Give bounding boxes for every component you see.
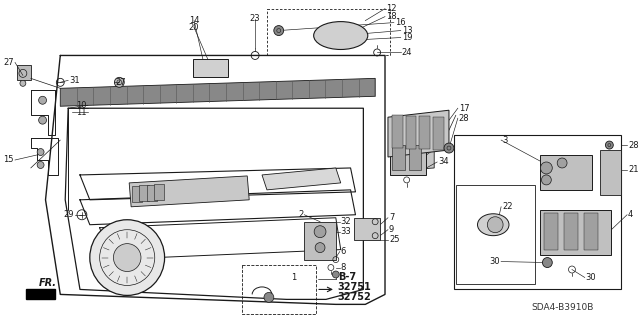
Polygon shape [419, 116, 430, 149]
Bar [454, 135, 621, 289]
Text: B-7: B-7 [338, 272, 356, 283]
Text: 4: 4 [628, 210, 634, 219]
Bar [243, 264, 316, 314]
Text: 13: 13 [402, 26, 412, 35]
Polygon shape [26, 289, 56, 300]
Polygon shape [304, 222, 336, 260]
Bar [193, 59, 228, 78]
Text: 30: 30 [586, 273, 596, 282]
Circle shape [19, 70, 27, 78]
Text: 32: 32 [340, 217, 351, 226]
Text: 20: 20 [189, 23, 199, 32]
Text: 34: 34 [438, 158, 449, 167]
Circle shape [332, 271, 339, 278]
Text: 6: 6 [340, 247, 346, 256]
Text: 25: 25 [389, 235, 399, 244]
Polygon shape [353, 218, 380, 240]
Polygon shape [545, 213, 558, 249]
Polygon shape [154, 184, 164, 200]
Polygon shape [408, 145, 421, 170]
Text: 17: 17 [459, 104, 469, 113]
Text: 16: 16 [395, 18, 406, 27]
Circle shape [315, 243, 325, 253]
Polygon shape [262, 168, 340, 190]
Text: 11: 11 [76, 108, 87, 117]
Circle shape [444, 143, 454, 153]
Text: 27: 27 [3, 58, 14, 67]
Text: 29: 29 [63, 210, 74, 219]
Circle shape [487, 217, 503, 233]
Text: 18: 18 [386, 12, 397, 21]
Text: 19: 19 [402, 33, 412, 42]
Text: 32752: 32752 [338, 293, 372, 302]
Circle shape [37, 161, 44, 168]
Circle shape [557, 158, 567, 168]
Text: 2: 2 [298, 210, 303, 219]
Text: 12: 12 [386, 4, 397, 13]
Circle shape [274, 26, 284, 35]
Text: 1: 1 [291, 273, 296, 282]
Polygon shape [540, 210, 611, 255]
Ellipse shape [477, 214, 509, 236]
Circle shape [314, 226, 326, 238]
Text: 7: 7 [389, 213, 394, 222]
Polygon shape [433, 117, 444, 150]
Polygon shape [388, 110, 449, 157]
Circle shape [541, 175, 551, 185]
Text: 8: 8 [340, 263, 346, 272]
Polygon shape [406, 116, 417, 149]
Circle shape [113, 244, 141, 271]
Circle shape [115, 78, 124, 87]
Polygon shape [147, 185, 157, 201]
Circle shape [38, 116, 47, 124]
Polygon shape [140, 185, 149, 201]
Text: 24: 24 [402, 48, 412, 57]
Circle shape [20, 80, 26, 86]
Text: 32751: 32751 [338, 282, 372, 293]
Circle shape [540, 162, 552, 174]
Text: 3: 3 [502, 136, 508, 145]
Text: 23: 23 [250, 14, 260, 23]
Text: 9: 9 [389, 225, 394, 234]
Circle shape [264, 293, 274, 302]
Polygon shape [600, 150, 621, 195]
Text: 14: 14 [189, 16, 199, 25]
Text: 33: 33 [340, 227, 351, 236]
Text: 21: 21 [628, 166, 639, 174]
Circle shape [90, 220, 164, 295]
Text: FR.: FR. [38, 278, 56, 288]
Ellipse shape [314, 22, 368, 49]
Text: SDA4-B3910B: SDA4-B3910B [531, 303, 593, 312]
Text: 28: 28 [628, 141, 639, 150]
Polygon shape [129, 176, 249, 207]
Text: 5: 5 [438, 143, 444, 152]
Polygon shape [564, 213, 578, 249]
Polygon shape [132, 186, 142, 202]
Polygon shape [390, 142, 426, 175]
Polygon shape [393, 144, 434, 171]
Polygon shape [392, 145, 404, 170]
Bar [17, 65, 31, 80]
Circle shape [38, 96, 47, 104]
Bar [456, 185, 534, 285]
Circle shape [605, 141, 613, 149]
Text: 28: 28 [459, 114, 469, 123]
Polygon shape [60, 78, 375, 106]
Text: 31: 31 [69, 76, 80, 85]
Circle shape [37, 149, 44, 156]
Polygon shape [392, 115, 403, 148]
Text: 30: 30 [490, 257, 500, 266]
Text: 15: 15 [4, 155, 14, 165]
Text: 27: 27 [115, 78, 126, 87]
Text: 10: 10 [76, 101, 87, 110]
Circle shape [543, 257, 552, 268]
Polygon shape [540, 155, 591, 190]
Text: 22: 22 [502, 202, 513, 211]
Polygon shape [584, 213, 598, 249]
